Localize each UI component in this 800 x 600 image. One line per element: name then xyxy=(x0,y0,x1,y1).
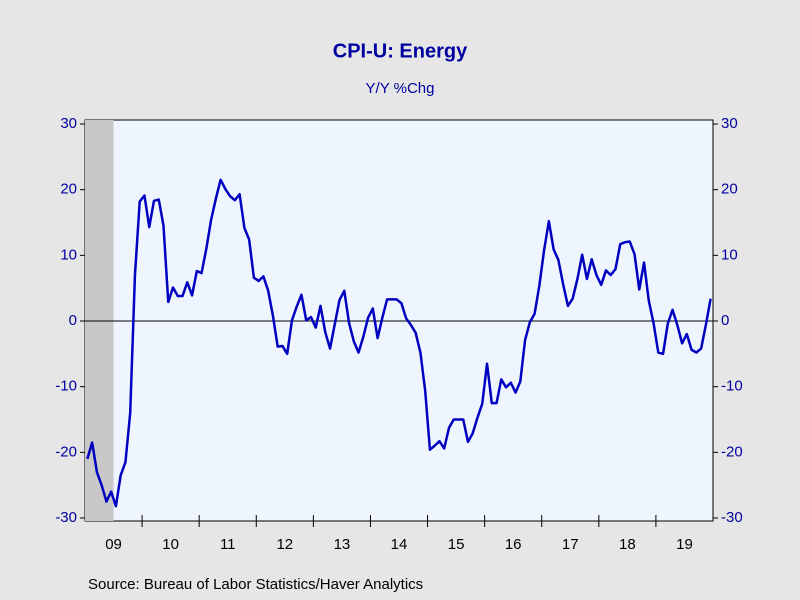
y2-tick-label: 10 xyxy=(721,246,738,263)
y2-tick-label: -20 xyxy=(721,443,743,460)
x-tick-label: 10 xyxy=(162,536,179,553)
x-tick-label: 12 xyxy=(276,536,293,553)
x-tick-label: 13 xyxy=(334,536,351,553)
x-tick-label: 17 xyxy=(562,536,579,553)
chart-title: CPI-U: Energy xyxy=(333,40,468,62)
y-tick-label: -30 xyxy=(55,509,77,526)
chart-subtitle: Y/Y %Chg xyxy=(366,80,435,97)
y-tick-label: 10 xyxy=(60,246,77,263)
x-tick-label: 16 xyxy=(505,536,522,553)
source: Source: Bureau of Labor Statistics/Haver… xyxy=(88,576,423,593)
y-tick-label: 30 xyxy=(60,115,77,132)
y2-tick-label: 30 xyxy=(721,115,738,132)
x-tick-label: 14 xyxy=(391,536,408,553)
y2-tick-label: -30 xyxy=(721,509,743,526)
y-tick-label: 0 xyxy=(69,312,77,329)
x-tick-label: 15 xyxy=(448,536,465,553)
y2-tick-label: -10 xyxy=(721,378,743,395)
y-tick-label: -20 xyxy=(55,443,77,460)
y2-tick-label: 20 xyxy=(721,181,738,198)
y-tick-label: 20 xyxy=(60,181,77,198)
data-line xyxy=(86,178,712,508)
x-tick-label: 18 xyxy=(619,536,636,553)
y-tick-label: -10 xyxy=(55,378,77,395)
x-tick-label: 19 xyxy=(676,536,693,553)
x-tick-label: 09 xyxy=(105,536,122,553)
y2-tick-label: 0 xyxy=(721,312,729,329)
x-tick-label: 11 xyxy=(220,536,236,553)
